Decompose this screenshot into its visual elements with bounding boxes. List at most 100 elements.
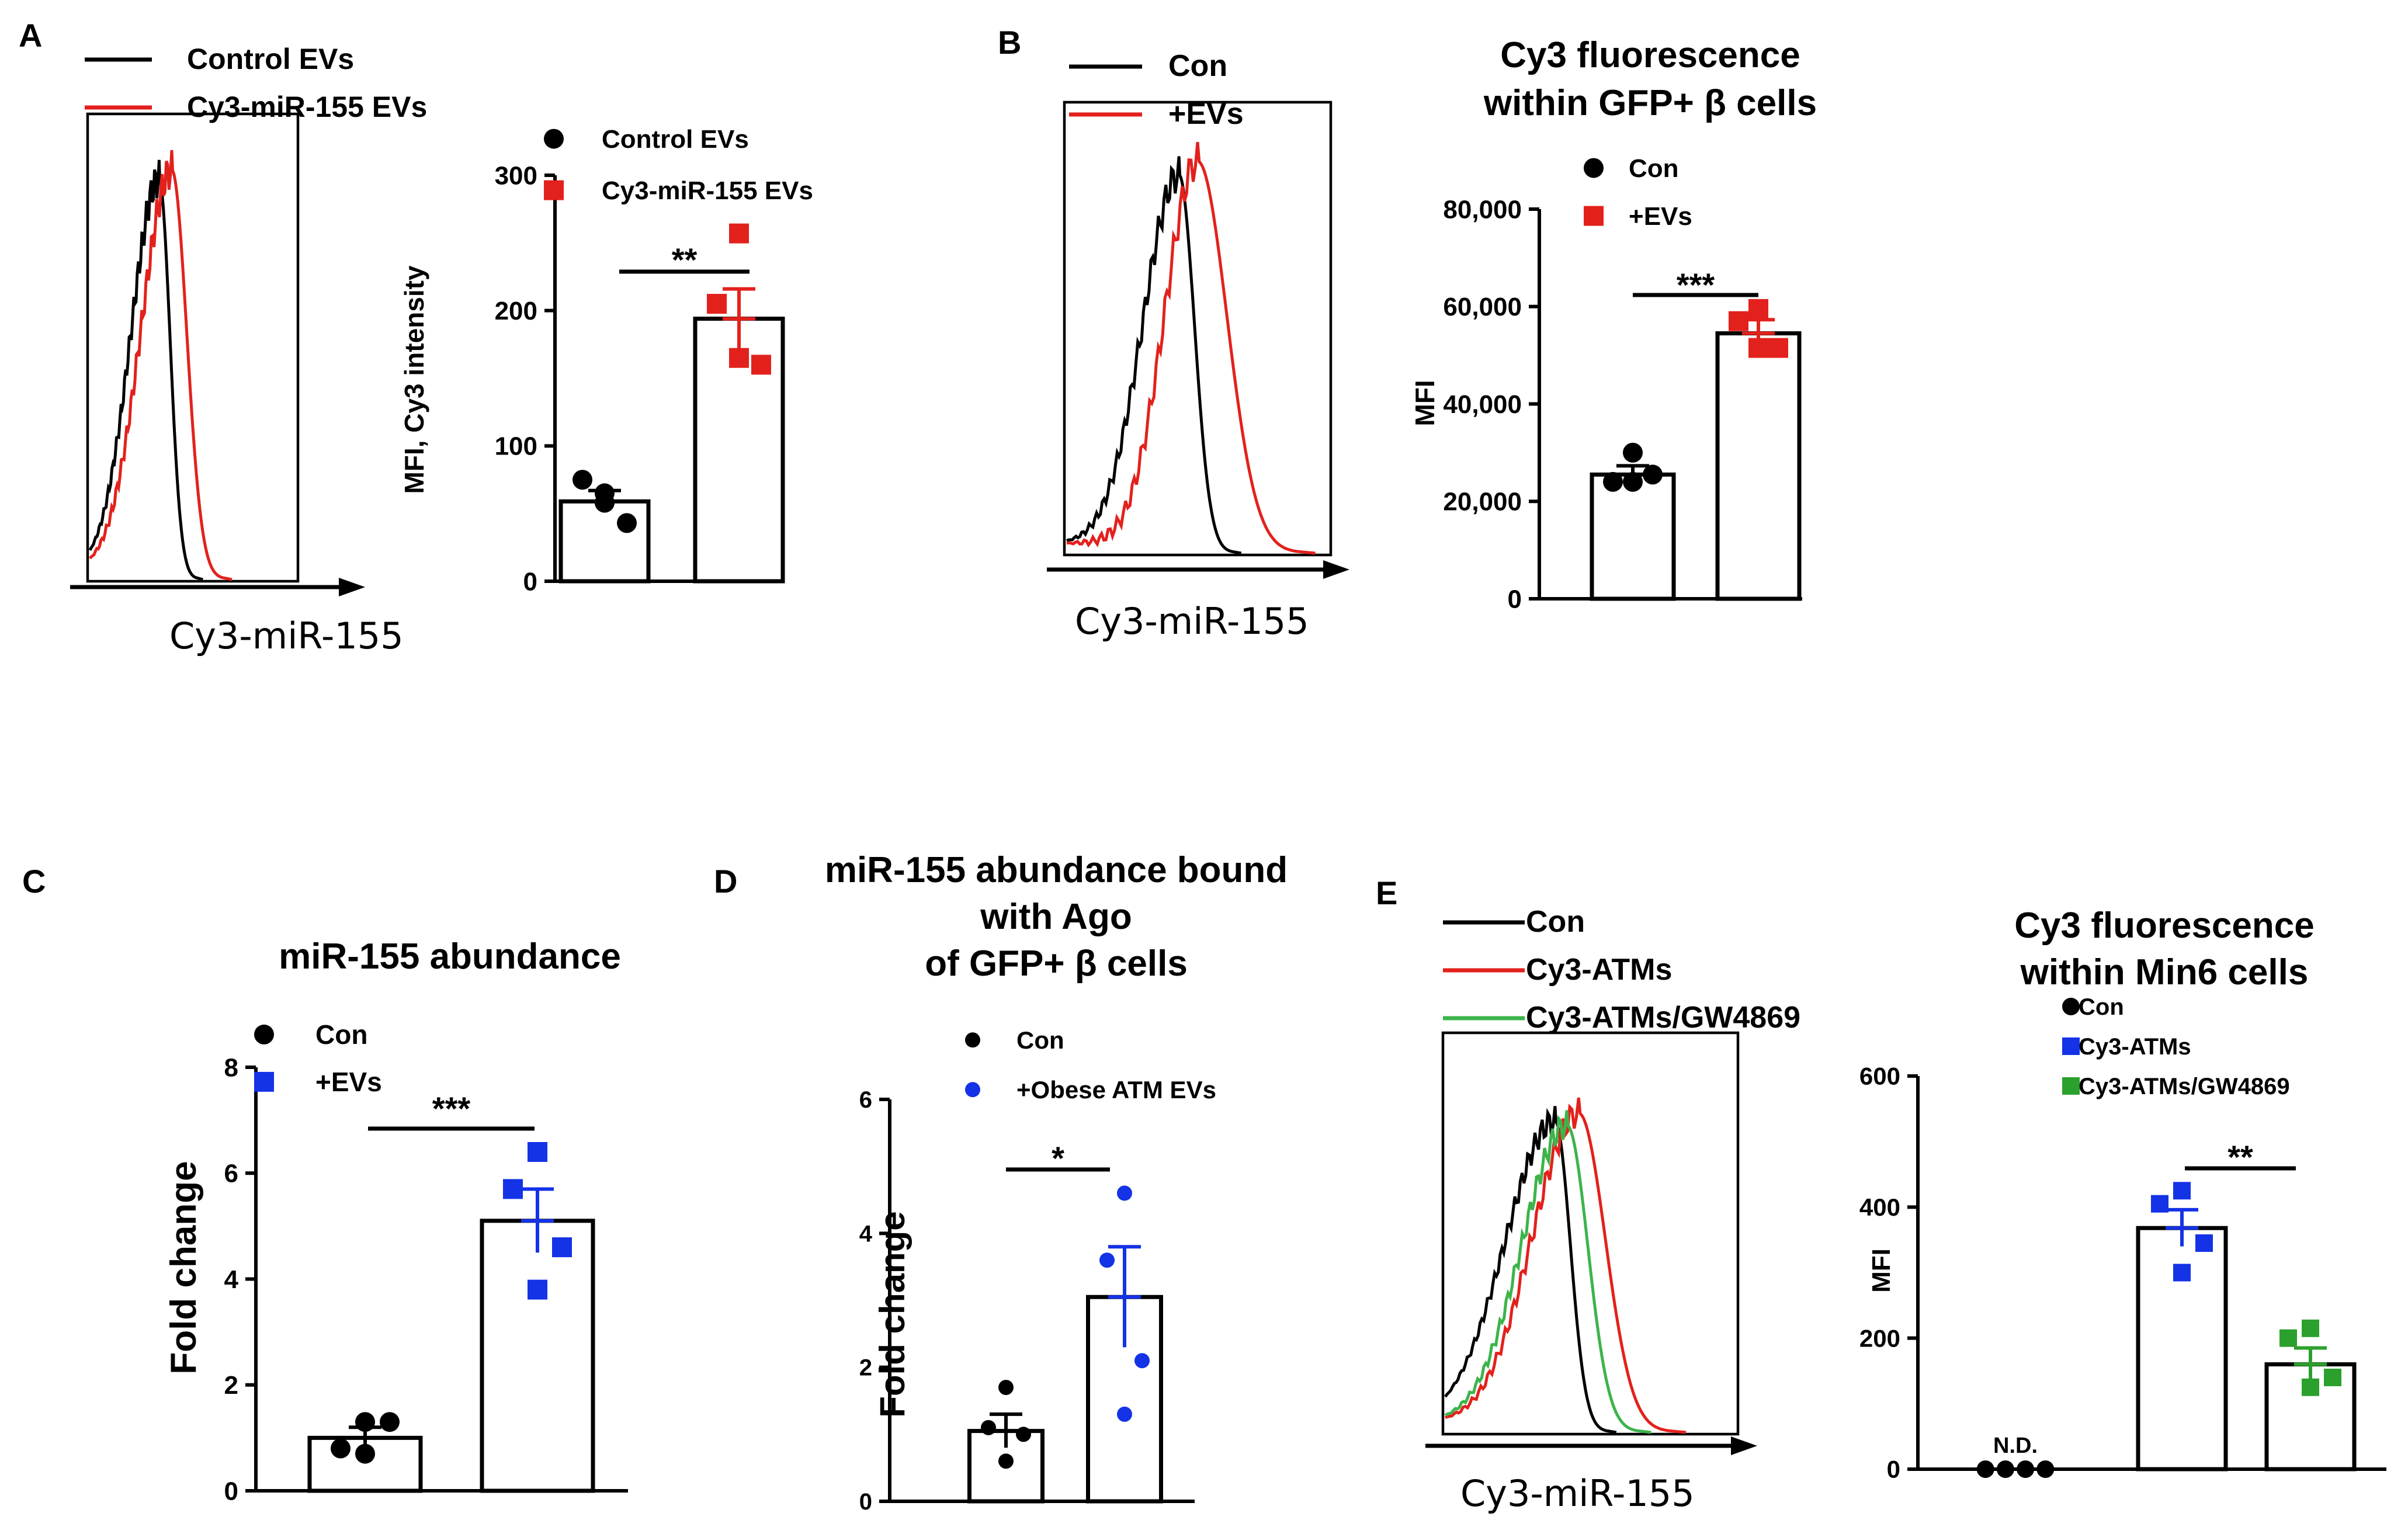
y-axis-label: Fold change [873,1211,912,1417]
y-axis-label: Fold change [164,1161,204,1374]
error-bar-1 [2166,1207,2198,1247]
legend-label: Cy3-miR-155 EVs [602,176,813,205]
data-point [552,1237,572,1258]
legend-label: Con [1016,1026,1064,1054]
data-point [2036,1460,2055,1478]
bar-chart-e_bar: 0 200 400 600 MFI N.D. ** Con Cy3-ATMs Cy3-ATMs/G… [1859,905,2386,1483]
data-point [380,1412,400,1432]
y-tick-label: 40,000 [1443,390,1522,419]
legend-marker [1584,206,1604,226]
bar-chart-d_bar: 0 2 4 6 Fold change * Con +Obese ATM EVs miR-155… [825,850,1288,1515]
bar-legend: Control EVs Cy3-miR-155 EVs [544,125,813,205]
legend-marker [254,1071,274,1092]
histogram-frame [1441,1031,1740,1436]
significance-label: ** [2227,1139,2253,1175]
histogram-legend: Control EVs Cy3-miR-155 EVs [85,43,427,123]
data-point [528,1142,547,1162]
y-axis-label: MFI [1410,380,1440,426]
chart-title: with Ago [980,897,1132,937]
legend-label: Cy3-ATMs/GW4869 [2079,1074,2290,1099]
legend-label: Con [1526,905,1585,939]
data-point [2324,1368,2341,1386]
panel-label-e: E [1376,874,1397,911]
data-point [707,294,727,314]
data-point [2195,1234,2213,1252]
y-tick-label: 300 [495,161,537,190]
significance-bracket: * [1006,1140,1110,1177]
data-point [1768,338,1788,358]
legend-label: +Obese ATM EVs [1016,1076,1216,1103]
chart-title: miR-155 abundance [279,936,621,977]
histogram-a_hist [86,112,300,583]
legend-label: Con [315,1019,367,1050]
histogram-legend: Con Cy3-ATMs Cy3-ATMs/GW4869 [1443,905,1800,1035]
legend-label: Con [1168,49,1227,83]
legend-label: Control EVs [187,43,354,75]
x-axis-arrow [1425,1436,1757,1455]
bar-chart-c_bar: 0 2 4 6 8 Fold change *** Con +EVs miR-155 abunda… [164,936,628,1505]
y-tick-label: 200 [495,297,537,325]
y-tick-label: 4 [859,1221,873,1247]
bar-0 [558,499,651,584]
histogram-frame [1063,100,1333,557]
y-axis-label: MFI [1867,1248,1896,1293]
error-bar-2 [2294,1346,2327,1381]
legend-label: Cy3-miR-155 EVs [187,91,427,123]
legend-marker [2062,1077,2080,1095]
data-point [1134,1353,1150,1369]
chart-title: within Min6 cells [2020,952,2309,992]
legend-marker [544,129,564,149]
histogram-series-0 [1066,156,1242,555]
legend-marker [544,180,564,200]
data-point [1117,1185,1132,1201]
data-point [998,1453,1014,1469]
significance-label: ** [672,241,698,278]
data-point [2279,1329,2297,1347]
data-point [595,492,615,513]
legend-marker [254,1024,274,1044]
bar-1 [1715,331,1802,601]
data-point [355,1443,375,1464]
y-tick-label: 0 [1887,1456,1900,1483]
data-point [2173,1182,2191,1200]
legend-label: Cy3-ATMs [2079,1034,2191,1060]
legend-label: +EVs [1168,97,1244,131]
data-point [503,1179,523,1199]
legend-label: Cy3-ATMs/GW4869 [1526,1001,1800,1035]
y-tick-label: 2 [224,1371,238,1400]
data-point [998,1380,1014,1396]
bar-chart-a_bar: 0 100 200 300 MFI, Cy3 intensity ** Control EV… [399,125,813,596]
y-tick-label: 100 [495,432,537,461]
data-point [1996,1460,2014,1478]
legend-marker [1584,158,1604,178]
data-point [1729,311,1748,331]
legend-label: Con [2079,994,2124,1020]
y-tick-label: 400 [1859,1193,1900,1221]
data-point [1748,299,1768,319]
error-bar-1 [521,1187,554,1253]
significance-bracket: ** [2185,1139,2296,1175]
significance-label: * [1052,1140,1064,1177]
histogram-series-0 [88,159,203,581]
legend-label: Con [1629,154,1679,183]
histogram-series-0 [1444,1106,1617,1434]
x-axis-arrow [1047,560,1349,579]
legend-marker [2062,998,2080,1015]
y-tick-label: 600 [1859,1063,1900,1090]
bar-legend: Con +EVs [1584,154,1692,231]
y-tick-label: 6 [859,1087,872,1113]
y-tick-label: 0 [859,1489,872,1515]
histogram-legend: Con +EVs [1069,49,1244,131]
error-bar-1 [1108,1245,1141,1348]
chart-title: miR-155 abundance bound [825,850,1288,890]
data-point [2302,1378,2319,1396]
panel-label-a: A [19,17,42,54]
data-point [617,513,637,533]
y-tick-label: 20,000 [1443,488,1522,516]
y-tick-label: 0 [1508,585,1522,613]
data-point [1976,1460,1994,1478]
data-point [2151,1195,2168,1213]
data-point [729,348,749,368]
legend-marker [965,1032,980,1048]
